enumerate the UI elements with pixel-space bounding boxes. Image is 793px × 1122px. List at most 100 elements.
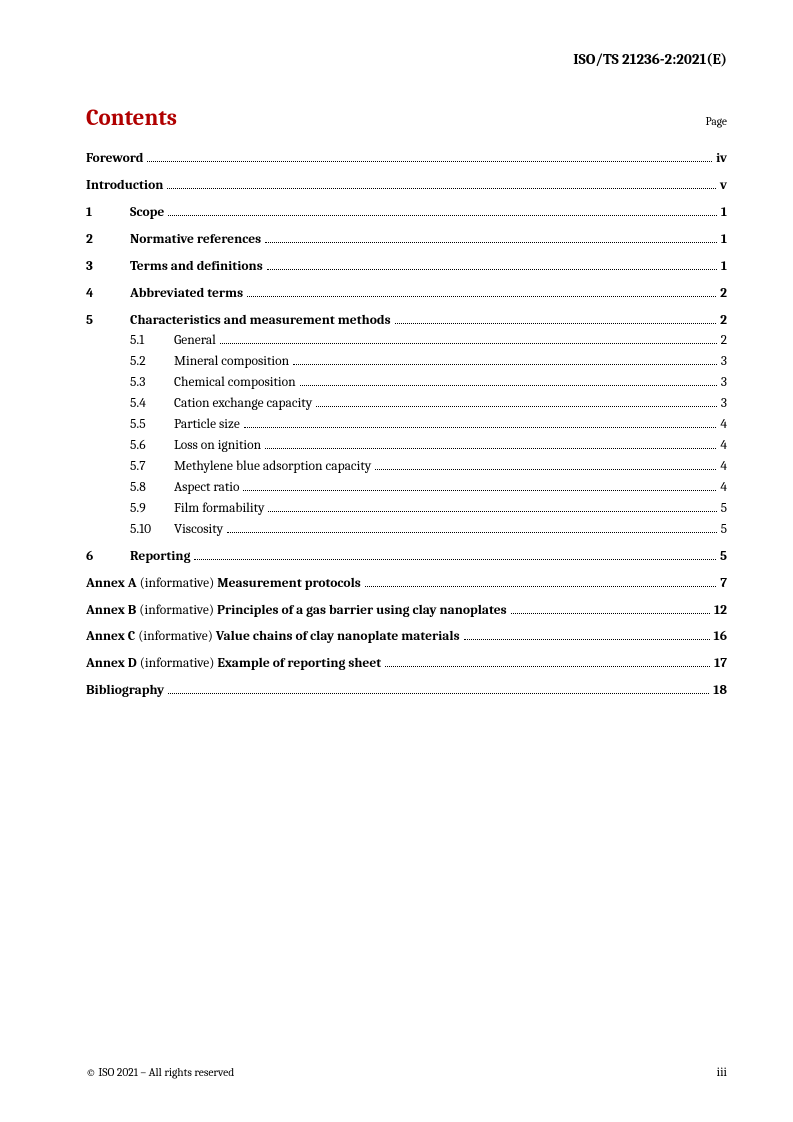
toc-entry-page: 4 <box>720 436 727 457</box>
leader-line <box>194 559 716 560</box>
toc-entry-page: 3 <box>721 352 727 373</box>
leader-line <box>247 296 716 297</box>
toc-entry-title: Terms and definitions <box>130 257 263 278</box>
toc-entry-page: 3 <box>721 373 727 394</box>
toc-entry-film-formability[interactable]: 5.9 Film formability 5 <box>86 499 727 520</box>
toc-entry-particle-size[interactable]: 5.5 Particle size 4 <box>86 415 727 436</box>
toc-entry-number: 5.4 <box>130 394 174 415</box>
leader-line <box>268 511 716 512</box>
toc-entry-number: 5.6 <box>130 436 174 457</box>
toc-entry-title: General <box>174 331 216 352</box>
toc-entry-page: 1 <box>721 203 727 224</box>
annex-prefix: Annex C <box>86 629 135 644</box>
contents-title: Contents <box>86 104 177 131</box>
toc-entry-loss-on-ignition[interactable]: 5.6 Loss on ignition 4 <box>86 436 727 457</box>
toc-entry-annex-d[interactable]: Annex D (informative) Example of reporti… <box>86 654 727 675</box>
toc-entry-page: 5 <box>720 547 727 568</box>
leader-line <box>300 385 717 386</box>
toc-entry-title: Introduction <box>86 176 163 197</box>
toc-entry-normative-references[interactable]: 2 Normative references 1 <box>86 230 727 251</box>
toc-entry-aspect-ratio[interactable]: 5.8 Aspect ratio 4 <box>86 478 727 499</box>
toc-entry-page: 7 <box>720 574 727 595</box>
page-column-label: Page <box>705 115 727 128</box>
leader-line <box>147 161 712 162</box>
document-id: ISO/TS 21236-2:2021(E) <box>86 50 727 68</box>
toc-entry-methylene-blue[interactable]: 5.7 Methylene blue adsorption capacity 4 <box>86 457 727 478</box>
leader-line <box>464 639 710 640</box>
toc-entry-foreword[interactable]: Foreword iv <box>86 149 727 170</box>
toc-entry-page: 16 <box>714 627 727 648</box>
toc-entry-page: 5 <box>721 499 727 520</box>
annex-note: (informative) <box>136 603 217 618</box>
toc-entry-title: Scope <box>130 203 164 224</box>
toc-entry-bibliography[interactable]: Bibliography 18 <box>86 681 727 702</box>
leader-line <box>293 364 717 365</box>
toc-entry-number: 5 <box>86 311 130 332</box>
toc-entry-page: 3 <box>721 394 727 415</box>
toc-entry-page: 2 <box>720 311 727 332</box>
toc-entry-title: Abbreviated terms <box>130 284 243 305</box>
annex-prefix: Annex B <box>86 603 136 618</box>
toc-entry-introduction[interactable]: Introduction v <box>86 176 727 197</box>
toc-entry-title: Characteristics and measurement methods <box>130 311 391 332</box>
leader-line <box>243 490 716 491</box>
toc-entry-mineral-composition[interactable]: 5.2 Mineral composition 3 <box>86 352 727 373</box>
leader-line <box>167 188 716 189</box>
toc-entry-number: 6 <box>86 547 130 568</box>
copyright-text: © ISO 2021 – All rights reserved <box>86 1066 234 1079</box>
leader-line <box>365 586 717 587</box>
leader-line <box>244 427 717 428</box>
annex-prefix: Annex D <box>86 656 137 671</box>
toc-entry-annex-c[interactable]: Annex C (informative) Value chains of cl… <box>86 627 727 648</box>
toc-entry-page: 18 <box>713 681 727 702</box>
toc-entry-terms-definitions[interactable]: 3 Terms and definitions 1 <box>86 257 727 278</box>
toc-entry-title: Particle size <box>174 415 240 436</box>
page-number: iii <box>717 1066 727 1080</box>
toc-entry-number: 5.8 <box>130 478 174 499</box>
toc-entry-title: Reporting <box>130 547 190 568</box>
toc-entry-number: 5.1 <box>130 331 174 352</box>
contents-header: Contents Page <box>86 104 727 131</box>
page: ISO/TS 21236-2:2021(E) Contents Page For… <box>0 0 793 1122</box>
toc-entry-number: 3 <box>86 257 130 278</box>
annex-note: (informative) <box>135 629 216 644</box>
leader-line <box>395 323 717 324</box>
toc-entry-title: Aspect ratio <box>174 478 239 499</box>
toc-entry-title: Annex D (informative) Example of reporti… <box>86 654 381 675</box>
toc-entry-number: 5.7 <box>130 457 174 478</box>
leader-line <box>168 693 709 694</box>
toc-entry-general[interactable]: 5.1 General 2 <box>86 331 727 352</box>
toc-entry-reporting[interactable]: 6 Reporting 5 <box>86 547 727 568</box>
leader-line <box>265 242 717 243</box>
toc-entry-abbreviated-terms[interactable]: 4 Abbreviated terms 2 <box>86 284 727 305</box>
annex-title: Measurement protocols <box>217 576 361 591</box>
leader-line <box>227 532 716 533</box>
toc-entry-annex-a[interactable]: Annex A (informative) Measurement protoc… <box>86 574 727 595</box>
toc-entry-page: 4 <box>720 415 727 436</box>
toc-entry-annex-b[interactable]: Annex B (informative) Principles of a ga… <box>86 601 727 622</box>
toc-entry-scope[interactable]: 1 Scope 1 <box>86 203 727 224</box>
toc-entry-page: 4 <box>720 457 727 478</box>
leader-line <box>385 666 710 667</box>
toc-entry-viscosity[interactable]: 5.10 Viscosity 5 <box>86 520 727 541</box>
toc-entry-number: 2 <box>86 230 130 251</box>
leader-line <box>168 215 717 216</box>
toc-entry-chemical-composition[interactable]: 5.3 Chemical composition 3 <box>86 373 727 394</box>
toc-entry-page: 17 <box>714 654 727 675</box>
toc-entry-title: Film formability <box>174 499 264 520</box>
toc-entry-number: 5.5 <box>130 415 174 436</box>
leader-line <box>375 469 716 470</box>
annex-prefix: Annex A <box>86 576 137 591</box>
toc-entry-title: Viscosity <box>174 520 223 541</box>
toc-entry-number: 1 <box>86 203 130 224</box>
annex-title: Example of reporting sheet <box>217 656 381 671</box>
annex-note: (informative) <box>137 656 218 671</box>
annex-note: (informative) <box>137 576 218 591</box>
leader-line <box>265 448 716 449</box>
toc-entry-page: 1 <box>721 230 727 251</box>
page-footer: © ISO 2021 – All rights reserved iii <box>86 1066 727 1080</box>
toc-entry-cation-exchange[interactable]: 5.4 Cation exchange capacity 3 <box>86 394 727 415</box>
toc-entry-page: v <box>720 176 727 197</box>
leader-line <box>267 269 717 270</box>
toc-entry-characteristics[interactable]: 5 Characteristics and measurement method… <box>86 311 727 332</box>
